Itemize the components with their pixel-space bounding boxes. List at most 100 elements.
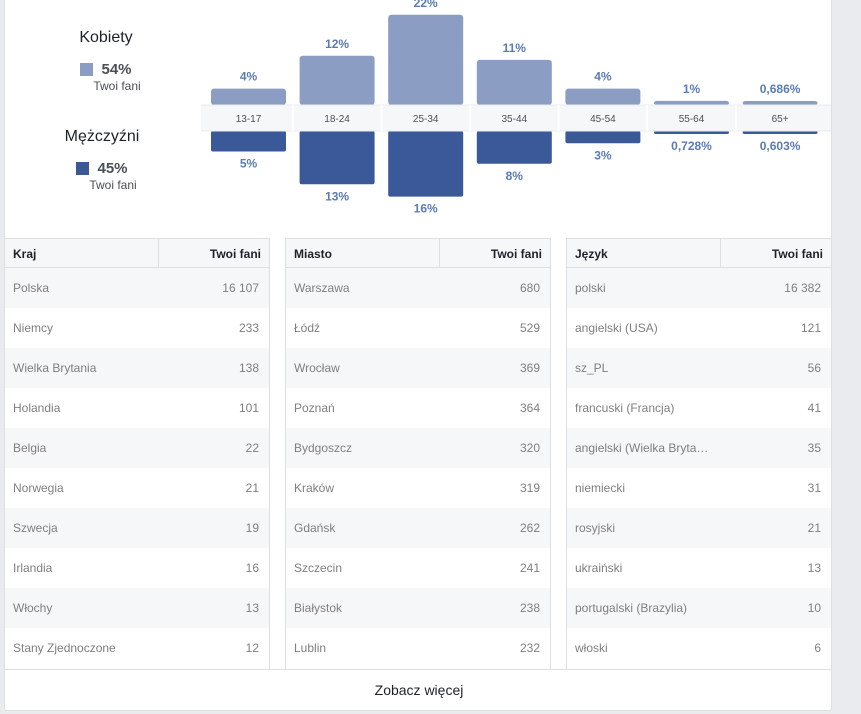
age-tick-label: 65+	[772, 114, 789, 125]
table-row: Polska 16 107	[5, 268, 269, 308]
country-name-cell: Wielka Brytania	[13, 361, 97, 375]
country-name-cell: Irlandia	[13, 561, 53, 575]
country-name-cell: Szwecja	[13, 521, 58, 535]
table-row: niemiecki 31	[567, 468, 831, 508]
city-fans-cell: 238	[519, 601, 540, 615]
table-row: portugalski (Brazylia) 10	[567, 588, 831, 628]
table-row: Irlandia 16	[5, 548, 269, 588]
language-name-cell: włoski	[575, 641, 608, 655]
women-bar-35-44	[476, 59, 552, 105]
table-row: Stany Zjednoczone 12	[5, 628, 269, 668]
country-name-cell: Holandia	[13, 401, 61, 415]
language-table: Język Twoi fani polski 16 382 angielski (U…	[567, 238, 831, 668]
city-fans-cell: 680	[519, 281, 540, 295]
language-fans-cell: 13	[807, 561, 821, 575]
table-row: Łódź 529	[286, 308, 550, 348]
men-bar-65+	[742, 131, 818, 134]
language-table-header: Język Twoi fani	[567, 238, 831, 268]
age-axis-band	[201, 105, 831, 131]
men-bar-45-54	[565, 131, 641, 144]
city-column-header[interactable]: Miasto	[286, 239, 440, 267]
language-fans-cell: 6	[814, 641, 821, 655]
language-name-cell: polski	[575, 281, 606, 295]
country-fans-cell: 16 107	[222, 281, 259, 295]
table-row: Szczecin 241	[286, 548, 550, 588]
language-fans-cell: 21	[807, 521, 821, 535]
age-tick-label: 18-24	[324, 114, 350, 125]
table-row: Lublin 232	[286, 628, 550, 668]
men-bar-25-34	[388, 131, 464, 197]
city-name-cell: Kraków	[294, 481, 335, 495]
language-fans-cell: 56	[807, 361, 821, 375]
city-fans-cell: 529	[519, 321, 540, 335]
age-gender-chart: 4% 5% 12% 13% 22% 16% 11% 8% 4% 3% 1% 0,728% 0,686% 0…	[201, 0, 831, 216]
city-fans-cell: 241	[519, 561, 540, 575]
table-row: polski 16 382	[567, 268, 831, 308]
men-value-label: 0,728%	[671, 139, 712, 153]
table-row: rosyjski 21	[567, 508, 831, 548]
language-fans-cell: 16 382	[784, 281, 821, 295]
see-more-button[interactable]: Zobacz więcej	[5, 669, 831, 710]
city-name-cell: Lublin	[294, 641, 327, 655]
table-row: Gdańsk 262	[286, 508, 550, 548]
legend-women-label: Kobiety	[79, 29, 133, 46]
age-tick-label: 35-44	[502, 114, 528, 125]
legend-men-swatch	[76, 162, 90, 175]
women-value-label: 4%	[240, 70, 258, 84]
country-fans-cell: 16	[245, 561, 259, 575]
women-bar-65+	[742, 101, 818, 105]
women-bar-25-34	[388, 14, 464, 105]
country-fans-cell: 21	[245, 481, 259, 495]
city-fans-cell: 262	[519, 521, 540, 535]
language-fans-column-header[interactable]: Twoi fani	[771, 247, 823, 261]
city-name-cell: Łódź	[294, 321, 321, 335]
city-fans-column-header[interactable]: Twoi fani	[490, 247, 542, 261]
women-bar-18-24	[299, 55, 375, 105]
men-bar-55-64	[654, 131, 729, 134]
table-row: angielski (USA) 121	[567, 308, 831, 348]
country-name-cell: Włochy	[13, 601, 53, 615]
city-table: Miasto Twoi fani Warszawa 680 Łódź 529 Wrocł…	[286, 238, 550, 668]
city-name-cell: Warszawa	[294, 281, 350, 295]
men-value-label: 13%	[325, 189, 349, 203]
country-fans-cell: 233	[238, 321, 259, 335]
table-row: Włochy 13	[5, 588, 269, 628]
table-row: Poznań 364	[286, 388, 550, 428]
country-fans-cell: 138	[238, 361, 259, 375]
women-value-label: 0,686%	[760, 82, 801, 96]
language-column-header[interactable]: Język	[567, 239, 721, 267]
country-name-cell: Norwegia	[13, 481, 64, 495]
table-row: Norwegia 21	[5, 468, 269, 508]
language-fans-cell: 10	[807, 601, 821, 615]
city-table-header: Miasto Twoi fani	[286, 238, 550, 268]
women-value-label: 11%	[503, 41, 527, 55]
table-row: sz_PL 56	[567, 348, 831, 388]
language-name-cell: angielski (USA)	[575, 321, 658, 335]
legend-men-sub: Twoi fani	[89, 178, 137, 192]
table-row: Wrocław 369	[286, 348, 550, 388]
city-fans-cell: 369	[519, 361, 540, 375]
age-tick-label: 45-54	[590, 114, 616, 125]
language-name-cell: ukraiński	[575, 561, 623, 575]
country-table-header: Kraj Twoi fani	[5, 238, 269, 268]
country-fans-cell: 19	[245, 521, 259, 535]
table-row: Białystok 238	[286, 588, 550, 628]
legend-men-percent: 45%	[97, 160, 128, 177]
city-fans-cell: 364	[519, 401, 540, 415]
men-value-label: 16%	[414, 202, 438, 216]
women-bar-13-17	[211, 88, 286, 105]
country-fans-cell: 13	[245, 601, 259, 615]
legend-women: Kobiety 54% Twoi fani	[36, 29, 176, 93]
legend-men: Mężczyźni 45% Twoi fani	[32, 128, 172, 192]
country-fans-column-header[interactable]: Twoi fani	[209, 247, 261, 261]
women-value-label: 12%	[325, 37, 349, 51]
language-fans-cell: 35	[807, 441, 821, 455]
table-separator	[550, 238, 567, 669]
city-fans-cell: 319	[519, 481, 540, 495]
men-bar-18-24	[299, 131, 375, 185]
city-name-cell: Wrocław	[294, 361, 340, 375]
men-bar-13-17	[211, 131, 286, 152]
men-value-label: 5%	[240, 157, 258, 171]
country-column-header[interactable]: Kraj	[5, 239, 159, 267]
country-name-cell: Polska	[13, 281, 50, 295]
